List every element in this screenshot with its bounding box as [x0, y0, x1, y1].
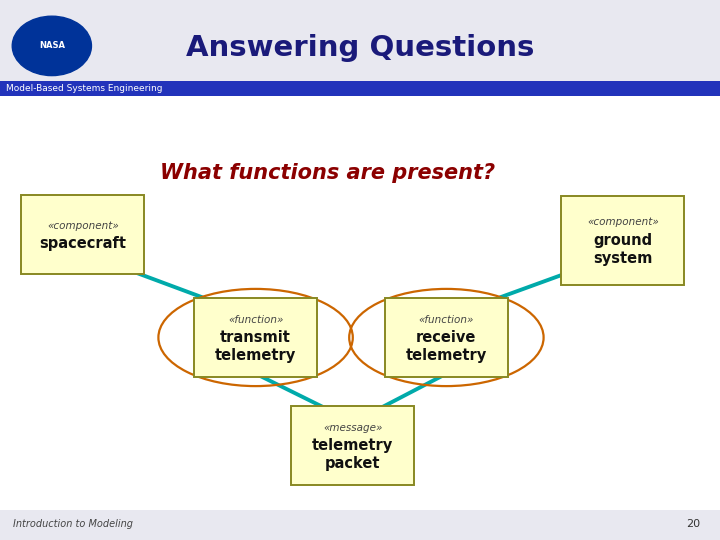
Text: Introduction to Modeling: Introduction to Modeling [13, 519, 133, 529]
Text: What functions are present?: What functions are present? [160, 163, 495, 183]
Text: «component»: «component» [587, 218, 659, 227]
Text: system: system [593, 251, 652, 266]
Text: transmit: transmit [220, 330, 291, 345]
FancyBboxPatch shape [0, 0, 720, 84]
FancyBboxPatch shape [0, 81, 720, 96]
FancyBboxPatch shape [562, 196, 684, 285]
Text: packet: packet [325, 456, 381, 471]
Text: Model-Based Systems Engineering: Model-Based Systems Engineering [6, 84, 162, 93]
Text: NASA: NASA [39, 42, 65, 50]
Text: telemetry: telemetry [312, 438, 393, 453]
Text: receive: receive [416, 330, 477, 345]
Text: ground: ground [593, 233, 652, 248]
Text: «function»: «function» [419, 315, 474, 325]
Text: «message»: «message» [323, 423, 382, 433]
Text: «function»: «function» [228, 315, 283, 325]
Text: telemetry: telemetry [406, 348, 487, 363]
Text: telemetry: telemetry [215, 348, 296, 363]
FancyBboxPatch shape [384, 298, 508, 377]
Circle shape [12, 16, 91, 76]
Text: spacecraft: spacecraft [40, 237, 126, 251]
FancyBboxPatch shape [0, 96, 720, 510]
FancyBboxPatch shape [291, 406, 414, 485]
Text: Answering Questions: Answering Questions [186, 33, 534, 62]
FancyBboxPatch shape [22, 195, 144, 274]
Text: «component»: «component» [47, 221, 119, 231]
Text: 20: 20 [685, 519, 700, 529]
FancyBboxPatch shape [194, 298, 317, 377]
